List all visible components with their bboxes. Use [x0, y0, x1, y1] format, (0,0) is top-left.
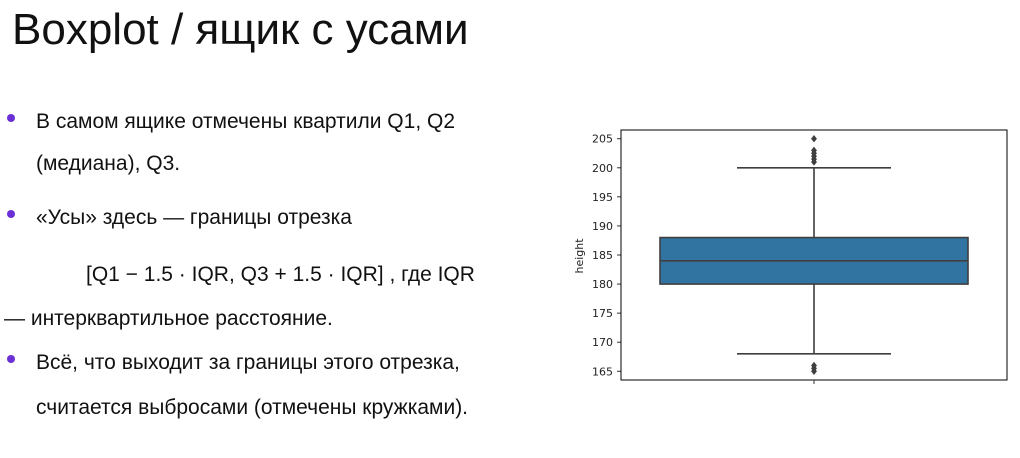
boxplot-chart: 165 170 175 180 185 190 195 200 205 height	[573, 129, 1008, 384]
bullet-2-line-3: — интерквартильное расстояние.	[4, 307, 333, 330]
bullet-dot-2	[7, 210, 15, 218]
y-tick-label: 170	[592, 336, 613, 349]
bullet-3-line-2: считается выбросами (отмечены кружками).	[36, 396, 469, 419]
bullet-1-line-2: (медиана), Q3.	[36, 152, 181, 175]
outlier-point-high	[811, 135, 817, 143]
y-tick-label: 180	[592, 278, 613, 291]
bullet-dot-1	[7, 114, 15, 122]
y-axis-label: height	[573, 238, 586, 274]
outlier-point-low	[811, 361, 817, 370]
y-tick-label: 205	[592, 133, 613, 146]
bullet-2-formula: [Q1 − 1.5 · IQR, Q3 + 1.5 · IQR] , где I…	[86, 263, 475, 286]
y-tick-label: 175	[592, 307, 613, 320]
outlier-point-high	[811, 146, 817, 155]
y-tick-label: 165	[592, 365, 613, 378]
y-tick-label: 185	[592, 249, 613, 262]
bullet-dot-3	[7, 355, 15, 363]
slide-title: Boxplot / ящик с усами	[12, 5, 469, 54]
bullet-2-line-1: «Усы» здесь — границы отрезка	[36, 206, 352, 229]
y-tick-label: 200	[592, 162, 613, 175]
y-axis-ticks-group: 165 170 175 180 185 190 195 200 205	[592, 133, 621, 378]
bullet-1-line-1: В самом ящике отмечены квартили Q1, Q2	[36, 110, 455, 133]
bullet-3-line-1: Всё, что выходит за границы этого отрезк…	[36, 351, 460, 374]
y-tick-label: 190	[592, 220, 613, 233]
plot-content	[659, 135, 969, 375]
y-tick-label: 195	[592, 191, 613, 204]
